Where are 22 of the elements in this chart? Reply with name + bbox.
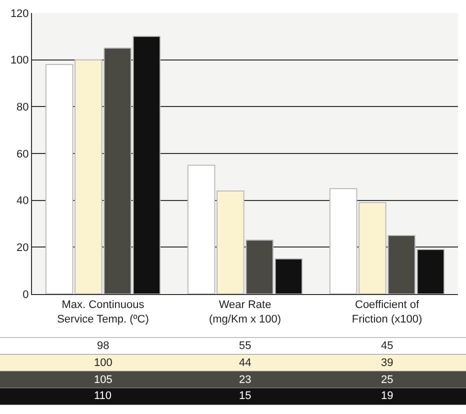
y-tick-label: 40 xyxy=(16,195,29,208)
data-label: 23 xyxy=(239,374,252,386)
data-label: 100 xyxy=(94,357,112,369)
data-label: 44 xyxy=(239,357,252,369)
data-label: 19 xyxy=(381,390,394,402)
data-label: 110 xyxy=(94,390,112,402)
data-label: 98 xyxy=(97,340,110,352)
data-label: 25 xyxy=(381,374,394,386)
y-tick-label: 20 xyxy=(16,242,29,254)
data-label: 15 xyxy=(239,390,252,402)
y-tick-label: 0 xyxy=(22,288,29,301)
data-label: 105 xyxy=(94,374,112,386)
data-label: 39 xyxy=(381,357,394,369)
data-label: 45 xyxy=(381,340,394,352)
y-tick-label: 80 xyxy=(16,102,29,114)
x-tick-label: Coefficient of Friction (x100) xyxy=(352,299,422,326)
data-label: 55 xyxy=(239,340,252,352)
y-tick-label: 120 xyxy=(10,8,29,20)
y-tick-label: 100 xyxy=(10,54,29,67)
y-tick-label: 60 xyxy=(16,148,29,160)
x-tick-label: Wear Rate (mg/Km x 100) xyxy=(208,299,282,326)
x-tick-label: Max. Continuous Service Temp. (ºC) xyxy=(57,299,149,326)
